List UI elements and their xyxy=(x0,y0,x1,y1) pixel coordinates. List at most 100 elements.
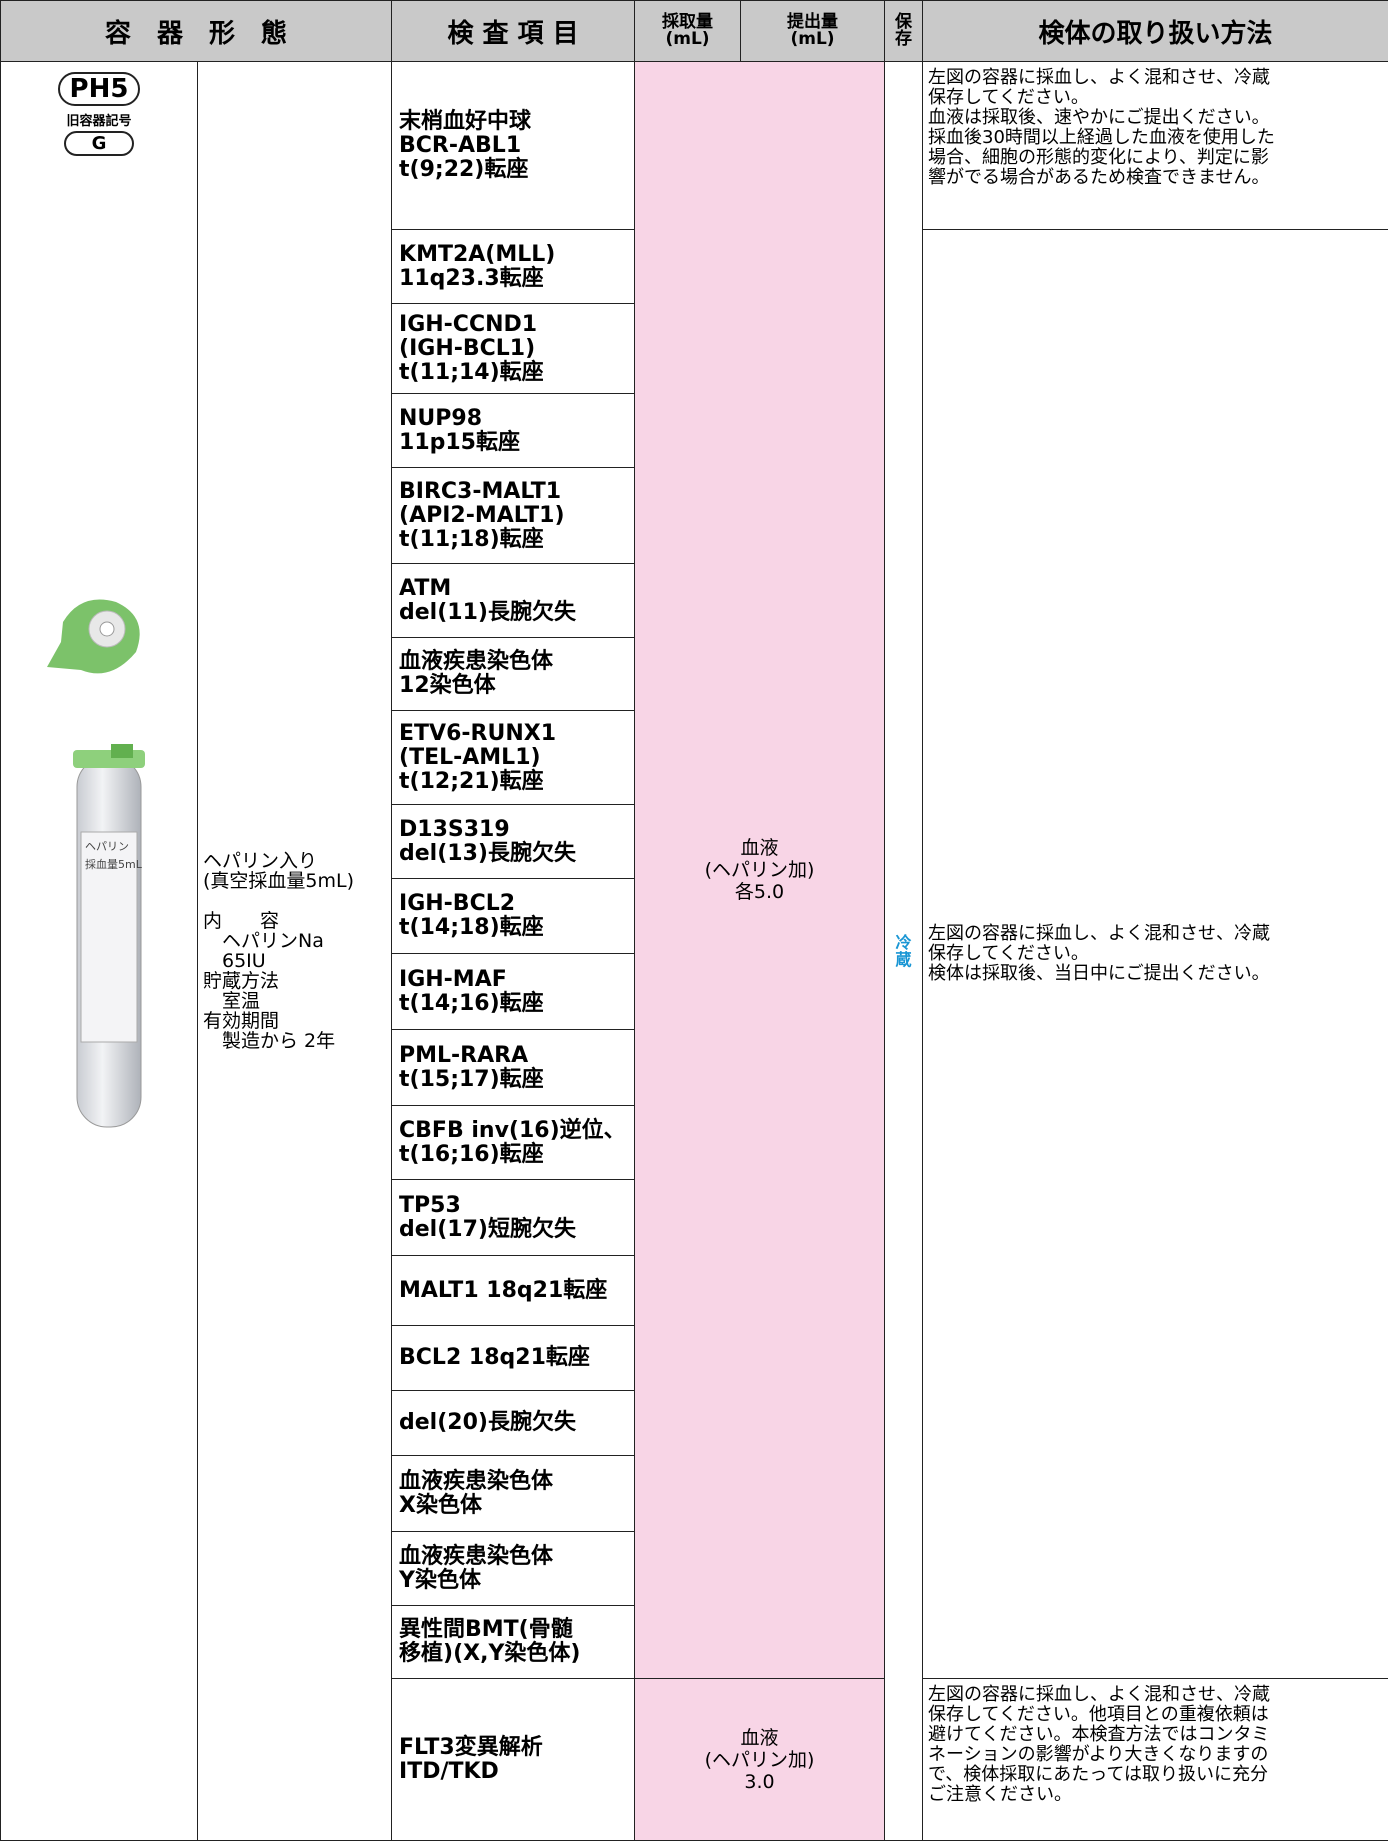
description-line xyxy=(203,891,391,911)
header-cell: 容 器 形 態 xyxy=(1,1,392,62)
test-line: t(14;16)転座 xyxy=(399,992,634,1016)
test-line: (IGH-BCL1) xyxy=(399,337,634,361)
test-line: ATM xyxy=(399,577,634,601)
test-item: IGH-CCND1(IGH-BCL1)t(11;14)転座 xyxy=(392,304,635,394)
test-line: del(13)長腕欠失 xyxy=(399,842,634,866)
handling-line: 検体は採取後、当日中にご提出ください。 xyxy=(928,964,1388,984)
test-line: KMT2A(MLL) xyxy=(399,243,634,267)
test-line: BCL2 18q21転座 xyxy=(399,1346,634,1370)
header-row: 容 器 形 態検 査 項 目採取量(mL)提出量(mL)保存検体の取り扱い方法 xyxy=(1,1,1388,62)
container-code: PH5 xyxy=(58,72,141,106)
old-code: G xyxy=(64,131,135,156)
test-line: 血液疾患染色体 xyxy=(399,1545,634,1569)
handling-line: ご注意ください。 xyxy=(928,1785,1388,1805)
tube-label: ヘパリン xyxy=(85,840,129,853)
handling-line: 響がでる場合があるため検査できません。 xyxy=(928,168,1388,188)
specimen-line: (ヘパリン加) xyxy=(635,859,884,881)
handling-line: 左図の容器に採血し、よく混和させ、冷蔵 xyxy=(928,1685,1388,1705)
test-line: ITD/TKD xyxy=(399,1760,634,1784)
test-line: 11p15転座 xyxy=(399,431,634,455)
handling-line: 採血後30時間以上経過した血液を使用した xyxy=(928,128,1388,148)
test-line: PML-RARA xyxy=(399,1044,634,1068)
description-line: 65IU xyxy=(203,951,391,971)
description-line: 有効期間 xyxy=(203,1011,391,1031)
test-line: 血液疾患染色体 xyxy=(399,1470,634,1494)
test-line: BIRC3-MALT1 xyxy=(399,480,634,504)
test-item: 異性間BMT(骨髄移植)(X,Y染色体) xyxy=(392,1606,635,1679)
specimen-line: 血液 xyxy=(635,837,884,859)
handling: 左図の容器に採血し、よく混和させ、冷蔵保存してください。検体は採取後、当日中にご… xyxy=(923,230,1388,1679)
test-line: t(11;18)転座 xyxy=(399,528,634,552)
handling-line: 避けてください。本検査方法ではコンタミ xyxy=(928,1725,1388,1745)
handling-line: 保存してください。 xyxy=(928,88,1388,108)
test-line: 移植)(X,Y染色体) xyxy=(399,1642,634,1666)
handling-line: ネーションの影響がより大きくなりますの xyxy=(928,1745,1388,1765)
container-image-cell: PH5 旧容器記号 G ヘパリン採血量5mL xyxy=(1,62,198,1841)
test-line: NUP98 xyxy=(399,407,634,431)
description-line: 内 容 xyxy=(203,911,391,931)
test-item: ETV6-RUNX1(TEL-AML1)t(12;21)転座 xyxy=(392,711,635,805)
description-line: 室温 xyxy=(203,991,391,1011)
test-line: t(11;14)転座 xyxy=(399,361,634,385)
handling-line: で、検体採取にあたっては取り扱いに充分 xyxy=(928,1765,1388,1785)
test-line: IGH-CCND1 xyxy=(399,313,634,337)
description-line: 製造から 2年 xyxy=(203,1031,391,1051)
test-line: 異性間BMT(骨髄 xyxy=(399,1618,634,1642)
test-item: BCL2 18q21転座 xyxy=(392,1326,635,1391)
specimen: 血液(ヘパリン加)各5.0 xyxy=(635,62,885,1679)
description-line: 貯蔵方法 xyxy=(203,971,391,991)
test-line: t(14;18)転座 xyxy=(399,916,634,940)
test-line: X染色体 xyxy=(399,1494,634,1518)
test-line: del(11)長腕欠失 xyxy=(399,601,634,625)
header-cell: 採取量(mL) xyxy=(635,1,741,62)
test-item: del(20)長腕欠失 xyxy=(392,1391,635,1456)
test-line: 11q23.3転座 xyxy=(399,267,634,291)
storage: 冷蔵 xyxy=(885,62,923,1841)
specimen-line: (ヘパリン加) xyxy=(635,1749,884,1771)
test-line: IGH-MAF xyxy=(399,968,634,992)
header-cell: 保存 xyxy=(885,1,923,62)
test-line: del(17)短腕欠失 xyxy=(399,1218,634,1242)
header-cell: 検 査 項 目 xyxy=(392,1,635,62)
test-item: MALT1 18q21転座 xyxy=(392,1256,635,1326)
handling: 左図の容器に採血し、よく混和させ、冷蔵保存してください。血液は採取後、速やかにご… xyxy=(923,62,1388,230)
test-item: BIRC3-MALT1(API2-MALT1)t(11;18)転座 xyxy=(392,468,635,564)
specimen-line: 血液 xyxy=(635,1727,884,1749)
test-line: 末梢血好中球 xyxy=(399,110,634,134)
test-line: 血液疾患染色体 xyxy=(399,650,634,674)
handling: 左図の容器に採血し、よく混和させ、冷蔵保存してください。他項目との重複依頼は避け… xyxy=(923,1679,1388,1841)
storage-line: 蔵 xyxy=(885,951,922,968)
storage-line: 冷 xyxy=(885,934,922,951)
old-label: 旧容器記号 xyxy=(1,110,197,129)
test-line: BCR-ABL1 xyxy=(399,134,634,158)
test-line: D13S319 xyxy=(399,818,634,842)
test-line: ETV6-RUNX1 xyxy=(399,722,634,746)
test-line: MALT1 18q21転座 xyxy=(399,1279,634,1303)
test-line: 12染色体 xyxy=(399,674,634,698)
header-cell: 検体の取り扱い方法 xyxy=(923,1,1388,62)
handling-line: 左図の容器に採血し、よく混和させ、冷蔵 xyxy=(928,68,1388,88)
description-line: ヘパリンNa xyxy=(203,931,391,951)
specimen: 血液(ヘパリン加)3.0 xyxy=(635,1679,885,1841)
header-cell: 提出量(mL) xyxy=(741,1,885,62)
description-line: (真空採血量5mL) xyxy=(203,871,391,891)
handling-line: 場合、細胞の形態的変化により、判定に影 xyxy=(928,148,1388,168)
test-line: t(12;21)転座 xyxy=(399,770,634,794)
header-line: (mL) xyxy=(635,31,740,48)
specimen-line: 各5.0 xyxy=(635,881,884,903)
handling-line: 保存してください。他項目との重複依頼は xyxy=(928,1705,1388,1725)
header-line: (mL) xyxy=(741,31,884,48)
test-line: t(15;17)転座 xyxy=(399,1068,634,1092)
